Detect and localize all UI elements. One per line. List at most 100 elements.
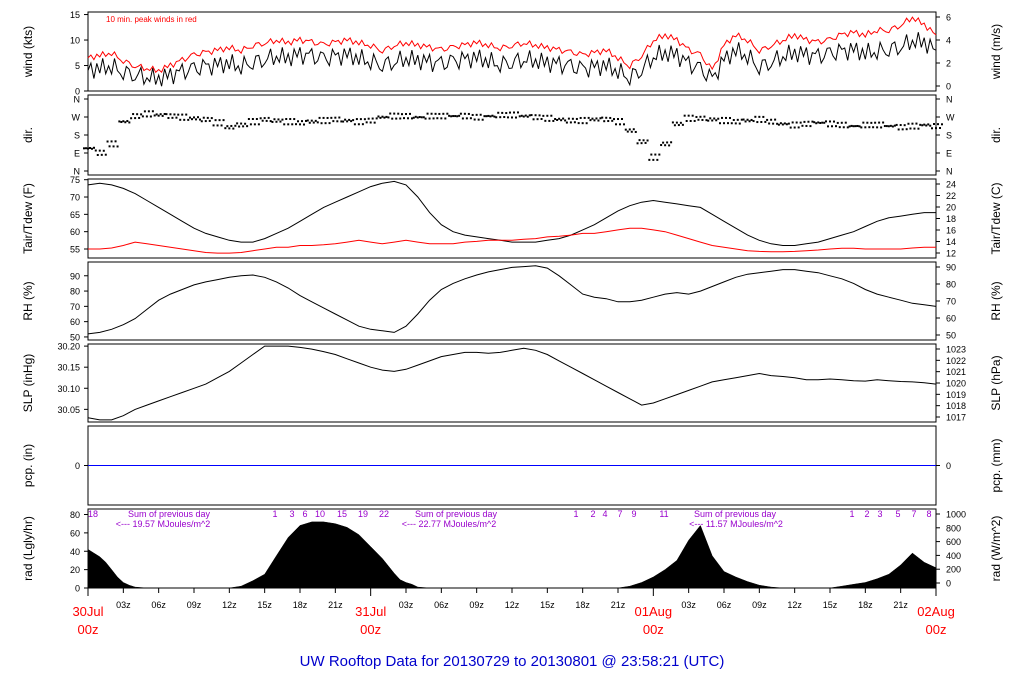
ytick-label-right-wind: 2: [946, 59, 951, 69]
wind-direction-point: [893, 124, 896, 127]
wind-direction-point: [664, 144, 667, 147]
xtick-label: 18z: [293, 600, 308, 610]
wind-direction-point: [483, 115, 486, 118]
wind-direction-point: [573, 121, 576, 124]
xtick-label: 21z: [893, 600, 908, 610]
ytick-label-right-slp: 1022: [946, 356, 966, 366]
wind-direction-point: [935, 127, 937, 130]
wind-direction-point: [459, 112, 462, 115]
wind-direction-point: [530, 114, 533, 117]
wind-direction-point: [756, 121, 759, 124]
wind-direction-point: [709, 117, 712, 120]
wind-direction-point: [560, 119, 563, 122]
wind-direction-point: [467, 112, 470, 115]
wind-direction-point: [169, 113, 172, 116]
wind-direction-point: [91, 147, 93, 150]
wind-direction-point: [552, 119, 555, 122]
wind-direction-point: [742, 118, 745, 121]
wind-direction-point: [556, 118, 559, 121]
wind-direction-point: [762, 115, 765, 118]
wind-direction-point: [829, 120, 831, 123]
wind-direction-point: [261, 119, 264, 122]
xtick-label: 09z: [187, 600, 202, 610]
ylabel-left-pcp: pcp. (in): [21, 444, 35, 487]
wind-direction-point: [642, 139, 645, 142]
wind-direction-point: [791, 121, 794, 124]
wind-direction-point: [141, 115, 144, 118]
ylabel-left-temp: Tair/Tdew (F): [21, 183, 35, 254]
wind-direction-point: [153, 114, 156, 117]
day-label-time: 00z: [78, 622, 99, 637]
wind-direction-point: [520, 114, 523, 117]
wind-direction-point: [781, 123, 784, 126]
wind-direction-point: [777, 123, 780, 126]
wind-direction-point: [489, 115, 492, 118]
wind-direction-point: [485, 115, 488, 118]
ylabel-right-rad: rad (W/m^2): [989, 516, 1003, 582]
wind-direction-point: [685, 119, 688, 122]
wind-direction-point: [469, 117, 472, 120]
wind-direction-point: [807, 120, 810, 123]
wind-direction-point: [409, 112, 411, 115]
wind-direction-point: [693, 119, 696, 122]
ytick-label-right-rh: 50: [946, 331, 956, 341]
wind-direction-point: [673, 124, 676, 127]
wind-direction-point: [218, 119, 221, 122]
wind-direction-point: [748, 120, 751, 123]
ylabel-right-dir: dir.: [989, 127, 1003, 143]
wind-direction-point: [471, 113, 474, 116]
series-line-wind-0: [87, 32, 937, 87]
wind-direction-point: [128, 121, 131, 124]
wind-direction-point: [102, 149, 105, 152]
wind-direction-point: [544, 119, 547, 122]
wind-direction-point: [271, 120, 274, 123]
wind-direction-point: [848, 125, 851, 128]
wind-direction-point: [140, 113, 143, 116]
wind-direction-point: [723, 122, 725, 125]
wind-direction-point: [273, 118, 276, 121]
wind-direction-point: [644, 141, 647, 144]
hour-mark: 2: [864, 509, 869, 519]
wind-direction-point: [104, 153, 107, 156]
xtick-label: 18z: [575, 600, 590, 610]
wind-direction-point: [738, 122, 741, 125]
wind-direction-point: [93, 146, 95, 149]
wind-direction-point: [106, 140, 109, 143]
wind-direction-point: [615, 123, 617, 126]
wind-direction-point: [882, 121, 885, 124]
ytick-label-right-temp: 12: [946, 249, 956, 259]
wind-direction-point: [281, 118, 284, 121]
wind-direction-point: [721, 116, 723, 119]
wind-direction-point: [456, 115, 459, 118]
wind-direction-point: [444, 117, 447, 120]
ytick-label-right-slp: 1020: [946, 379, 966, 389]
hour-mark: 3: [877, 509, 882, 519]
wind-direction-point: [249, 123, 252, 126]
wind-direction-point: [813, 121, 816, 124]
wind-direction-point: [448, 114, 451, 117]
ytick-label-right-rad: 0: [946, 579, 951, 589]
wind-direction-point: [840, 121, 843, 124]
wind-direction-point: [422, 116, 425, 119]
wind-direction-point: [836, 121, 839, 124]
wind-direction-point: [613, 118, 615, 121]
wind-direction-point: [94, 149, 97, 152]
wind-direction-point: [416, 116, 419, 119]
wind-direction-point: [291, 123, 294, 126]
wind-direction-point: [701, 118, 704, 121]
wind-direction-point: [766, 118, 769, 121]
ytick-label-left-rh: 90: [70, 271, 80, 281]
wind-direction-point: [195, 118, 197, 121]
wind-direction-point: [883, 125, 886, 128]
wind-direction-point: [827, 125, 829, 128]
wind-direction-point: [385, 115, 388, 118]
wind-direction-point: [567, 117, 570, 120]
wind-direction-point: [628, 128, 631, 131]
wind-direction-point: [246, 125, 249, 128]
wind-direction-point: [607, 120, 610, 123]
wind-direction-point: [825, 120, 827, 123]
wind-direction-point: [803, 120, 806, 123]
wind-direction-point: [846, 126, 849, 129]
wind-direction-point: [371, 117, 374, 120]
wind-direction-point: [554, 117, 557, 120]
